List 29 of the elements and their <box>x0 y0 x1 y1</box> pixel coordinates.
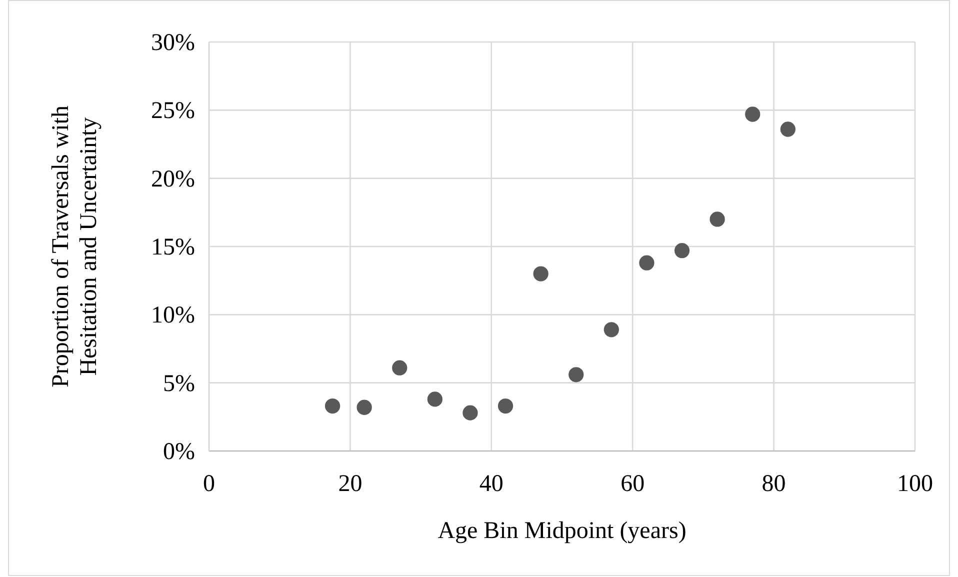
y-axis-title: Proportion of Traversals with Hesitation and Uncertainty <box>48 106 102 388</box>
x-tick-label: 40 <box>479 471 504 497</box>
point <box>324 398 340 414</box>
point <box>392 360 408 376</box>
point <box>674 243 690 258</box>
point <box>639 255 654 270</box>
point <box>427 392 442 407</box>
x-tick-label: 20 <box>338 471 362 497</box>
y-tick-label: 20% <box>151 166 195 192</box>
y-tick-label: 5% <box>163 370 195 397</box>
x-tick-label: 60 <box>620 471 645 497</box>
x-tick-label: 0 <box>203 471 215 497</box>
x-axis-title: Age Bin Midpoint (years) <box>438 518 686 544</box>
point <box>462 405 478 420</box>
point <box>568 367 584 382</box>
y-tick-label: 30% <box>151 30 195 56</box>
point <box>604 322 619 338</box>
point <box>745 106 760 122</box>
point <box>498 398 514 414</box>
point <box>780 122 796 137</box>
y-tick-label: 25% <box>151 98 195 124</box>
y-tick-label: 10% <box>151 302 195 329</box>
x-tick-label: 80 <box>762 471 786 497</box>
point <box>710 212 725 227</box>
x-tick-label: 100 <box>897 471 933 497</box>
y-tick-label: 15% <box>151 234 195 260</box>
point <box>356 400 372 415</box>
point <box>533 266 548 282</box>
y-tick-label: 0% <box>163 439 195 465</box>
